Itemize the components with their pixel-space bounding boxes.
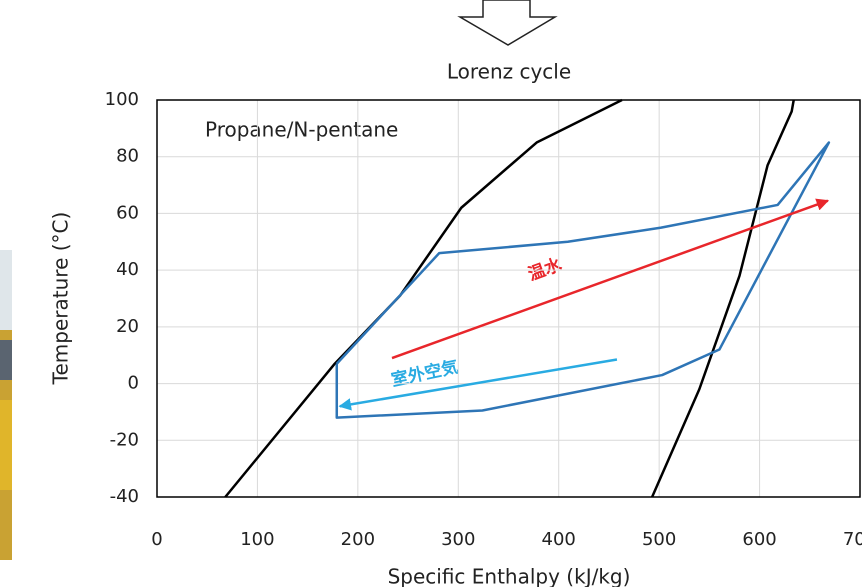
y-tick-label: 20 [116, 316, 139, 337]
x-tick-label: 200 [341, 529, 375, 550]
arrow-line [392, 201, 828, 358]
y-tick-label: 60 [116, 202, 139, 223]
x-tick-label: 100 [240, 529, 274, 550]
x-tick-label: 400 [542, 529, 576, 550]
x-tick-label: 700 [843, 529, 862, 550]
annotation: 温水 [525, 254, 565, 286]
y-tick-label: 40 [116, 259, 139, 280]
x-axis-label: Specific Enthalpy (kJ/kg) [388, 565, 631, 587]
plot-frame [157, 100, 860, 497]
photo-strip [0, 250, 12, 560]
y-tick-label: 100 [105, 89, 139, 110]
arrow-line [340, 359, 617, 406]
chart-title: Lorenz cycle [447, 60, 571, 84]
y-tick-label: 80 [116, 146, 139, 167]
y-tick-label: -40 [110, 486, 139, 507]
y-tick-label: -20 [110, 429, 139, 450]
y-tick-label: 0 [128, 373, 139, 394]
y-axis-label: Temperature (°C) [49, 212, 73, 386]
down-arrow [460, 0, 555, 45]
series-line [652, 100, 794, 497]
annotation: 室外空気 [389, 356, 460, 391]
x-tick-label: 500 [642, 529, 676, 550]
series-line [225, 100, 622, 497]
annotation: Propane/N-pentane [205, 118, 398, 142]
x-tick-label: 600 [742, 529, 776, 550]
chart: Lorenz cycle Specific Enthalpy (kJ/kg) T… [0, 0, 862, 587]
x-tick-label: 300 [441, 529, 475, 550]
x-tick-label: 0 [151, 529, 162, 550]
